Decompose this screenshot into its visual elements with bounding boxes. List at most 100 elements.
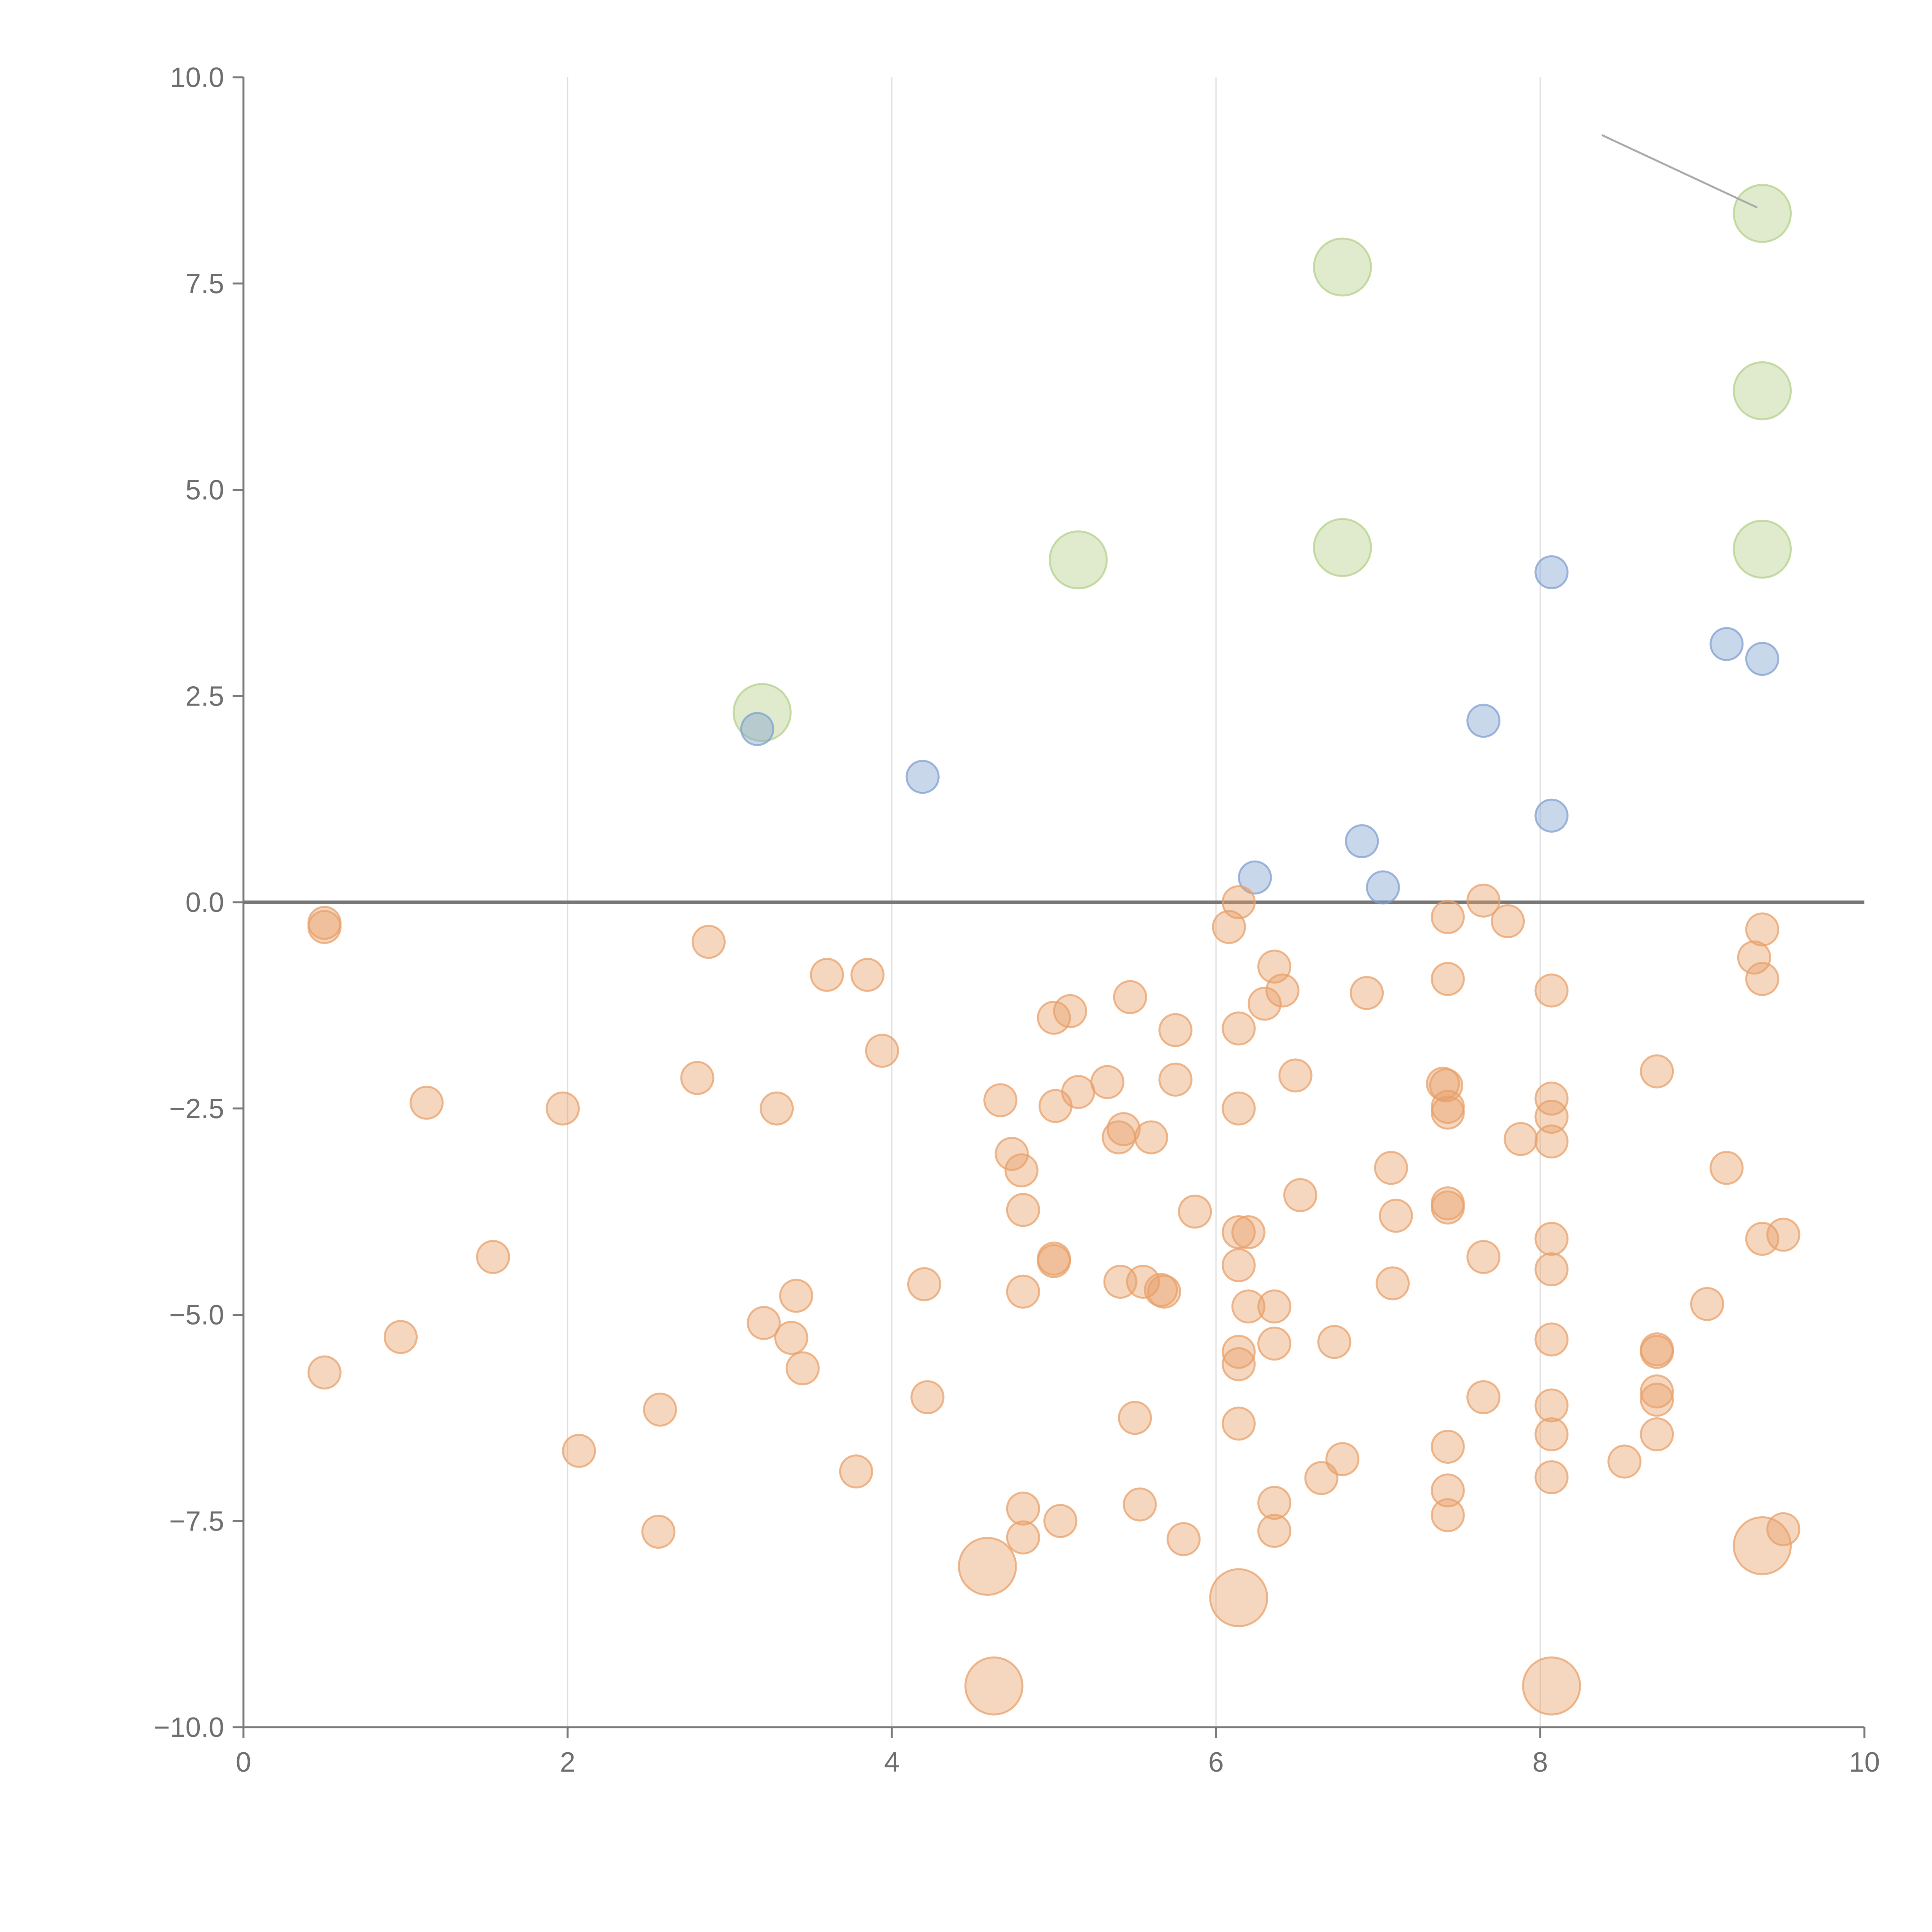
- data-point: [1221, 1347, 1256, 1381]
- data-point: [1745, 642, 1779, 676]
- data-point: [1231, 1215, 1265, 1250]
- data-point: [760, 1091, 794, 1126]
- data-point: [865, 1034, 899, 1068]
- data-point: [641, 1514, 675, 1549]
- x-tick-label: 0: [236, 1747, 251, 1778]
- data-point: [810, 957, 844, 992]
- data-point: [1167, 1522, 1201, 1556]
- data-point: [562, 1434, 596, 1468]
- data-point: [1257, 1486, 1292, 1520]
- data-point: [1640, 1335, 1674, 1369]
- x-tick-label: 10: [1849, 1747, 1880, 1778]
- data-point: [786, 1351, 820, 1386]
- data-point: [1430, 1498, 1465, 1532]
- data-point: [1118, 1401, 1152, 1435]
- data-point: [1037, 1244, 1071, 1278]
- data-point: [1766, 1218, 1801, 1252]
- data-point: [1006, 1492, 1040, 1526]
- data-point: [995, 1137, 1029, 1171]
- data-point: [1534, 1082, 1569, 1116]
- data-point: [1283, 1178, 1318, 1212]
- data-point: [1690, 1287, 1725, 1321]
- data-point: [1534, 1100, 1569, 1134]
- data-point: [958, 1537, 1017, 1596]
- data-point: [383, 1320, 418, 1354]
- data-point: [733, 683, 792, 742]
- data-point: [1247, 986, 1282, 1021]
- data-point: [1534, 1388, 1569, 1423]
- data-point: [1061, 1075, 1095, 1109]
- data-point: [1737, 940, 1771, 975]
- data-point: [643, 1392, 677, 1427]
- data-point: [1221, 1091, 1256, 1126]
- data-point: [1221, 1406, 1256, 1441]
- data-point: [1221, 1335, 1256, 1369]
- y-tick-label: 0.0: [185, 887, 224, 918]
- data-point: [1147, 1274, 1181, 1309]
- data-point: [1221, 885, 1256, 920]
- data-point: [1534, 1417, 1569, 1452]
- data-point: [1745, 1222, 1779, 1256]
- label-leader-line: [1601, 134, 1758, 209]
- data-point: [1366, 870, 1400, 905]
- data-point: [850, 957, 885, 992]
- data-point: [1221, 1011, 1256, 1046]
- data-point: [1640, 1383, 1674, 1417]
- bubbles: [307, 184, 1801, 1716]
- data-point: [1221, 1248, 1256, 1282]
- data-point: [964, 1656, 1024, 1716]
- data-point: [1265, 973, 1300, 1008]
- data-point: [1709, 1151, 1744, 1185]
- data-point: [774, 1321, 808, 1355]
- data-point: [1466, 883, 1501, 918]
- data-point: [1430, 1430, 1465, 1464]
- data-point: [307, 910, 342, 944]
- y-tick-label: 10.0: [170, 62, 224, 93]
- y-tick-label: −10.0: [154, 1712, 224, 1743]
- label-leaders: [1601, 134, 1758, 209]
- data-point: [1534, 1222, 1569, 1256]
- data-point: [1745, 912, 1779, 947]
- data-point: [1430, 900, 1465, 934]
- x-tick-label: 4: [884, 1747, 900, 1778]
- data-point: [1006, 1193, 1040, 1227]
- y-tick-label: 2.5: [185, 681, 224, 712]
- data-point: [1313, 237, 1372, 297]
- data-point: [1466, 1380, 1501, 1415]
- axes: 0 2 4 6 8 10 −10.0 −7.5 −5.0 −2.5 0.0 2.5 5.0 7.5 10.0: [154, 62, 1880, 1778]
- data-point: [740, 712, 774, 746]
- data-point: [1049, 530, 1108, 590]
- data-point: [1430, 1095, 1465, 1130]
- data-point: [1379, 1199, 1413, 1233]
- data-point: [1376, 1266, 1410, 1301]
- y-tick-label: −7.5: [169, 1506, 224, 1537]
- data-point: [1113, 980, 1147, 1014]
- data-point: [1350, 976, 1384, 1010]
- data-point: [1158, 1013, 1193, 1047]
- data-point: [1178, 1194, 1212, 1229]
- data-point: [1325, 1442, 1360, 1476]
- data-point: [1733, 519, 1792, 579]
- data-point: [1257, 1327, 1292, 1361]
- data-point: [1345, 824, 1379, 859]
- data-point: [1534, 1124, 1569, 1159]
- data-point: [1733, 361, 1792, 420]
- data-point: [1134, 1120, 1168, 1155]
- data-point: [1090, 1065, 1124, 1099]
- data-point: [1534, 1460, 1569, 1495]
- data-point: [1106, 1112, 1141, 1146]
- data-point: [1733, 1516, 1792, 1575]
- data-point: [1640, 1417, 1674, 1452]
- data-point: [1534, 555, 1569, 590]
- y-tick-label: 5.0: [185, 475, 224, 506]
- data-point: [1158, 1062, 1193, 1097]
- data-point: [1006, 1274, 1040, 1309]
- data-point: [779, 1279, 813, 1313]
- data-point: [680, 1061, 714, 1095]
- data-point: [1122, 1487, 1157, 1522]
- data-point: [1430, 962, 1465, 996]
- data-point: [1466, 704, 1501, 738]
- data-point: [1126, 1265, 1160, 1299]
- data-point: [1534, 1252, 1569, 1287]
